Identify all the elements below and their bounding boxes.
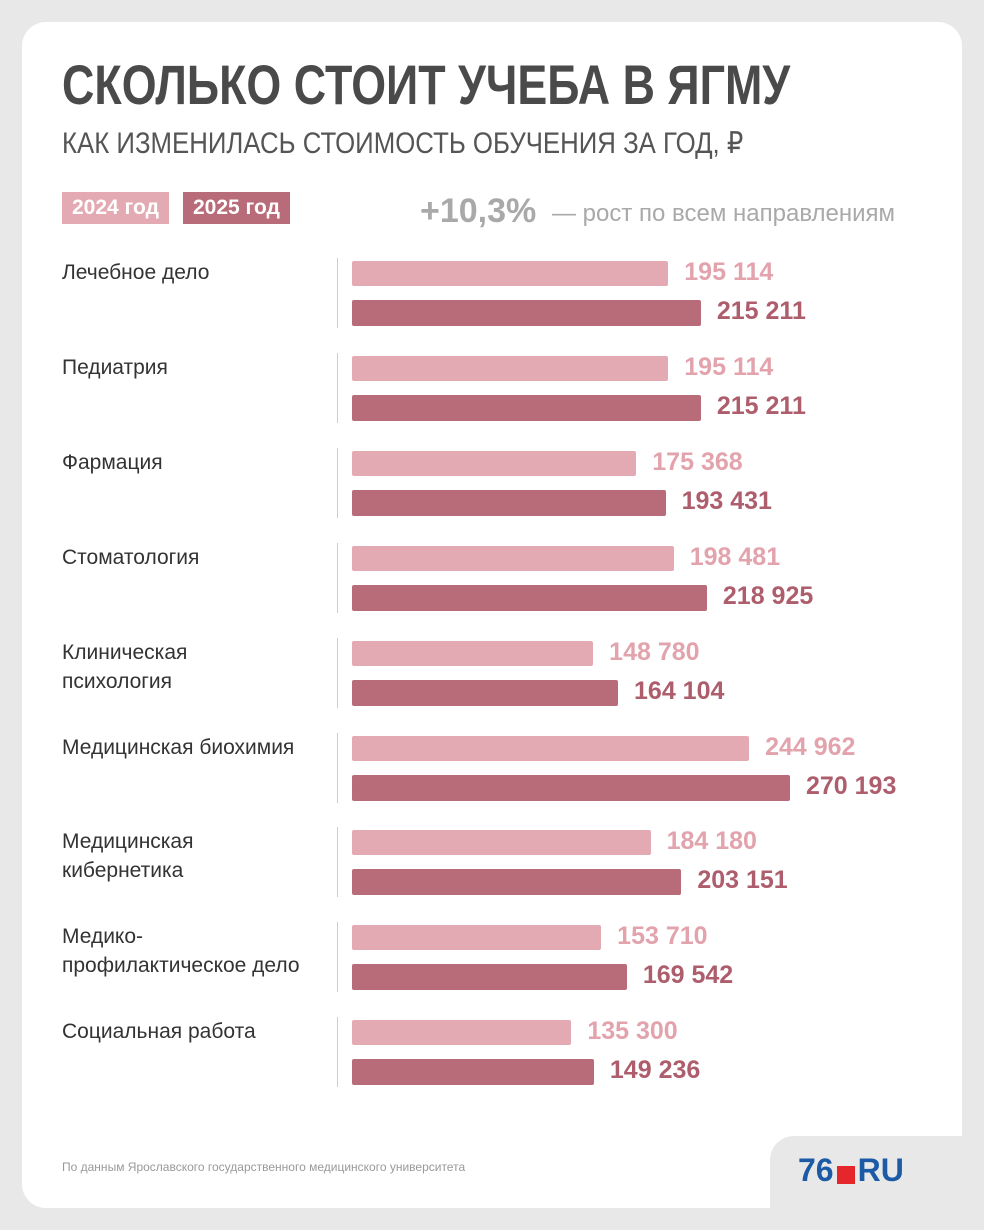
divider	[337, 922, 338, 993]
category-label: Медико-профилактическое дело	[62, 925, 300, 978]
bar	[352, 261, 669, 286]
divider	[337, 542, 338, 613]
value-label: 164 104	[634, 676, 725, 705]
bar	[352, 394, 701, 421]
category-label: Фармация	[62, 450, 163, 474]
card	[22, 22, 962, 1208]
divider	[337, 447, 338, 518]
bar	[352, 545, 674, 571]
category-label: Медицинская кибернетика	[62, 830, 194, 883]
value-label: 149 236	[609, 1056, 701, 1085]
logo: 76 RU	[798, 1152, 904, 1189]
category-label: Стоматология	[62, 545, 200, 569]
value-label: 195 114	[684, 258, 774, 286]
divider	[337, 732, 338, 803]
value-label: 218 925	[722, 581, 814, 610]
legend-item: 2024 год	[62, 192, 169, 224]
category-label: Социальная работа	[62, 1020, 256, 1044]
value-label: 270 193	[806, 771, 897, 800]
value-label: 135 300	[587, 1017, 678, 1046]
value-label: 175 368	[652, 447, 743, 476]
logo-area	[770, 1136, 984, 1230]
bar	[352, 584, 707, 611]
value-label: 169 542	[642, 961, 734, 990]
bar	[352, 489, 666, 516]
bar	[352, 1020, 572, 1046]
value-label: 148 780	[609, 637, 700, 666]
category-label: Лечебное дело	[62, 261, 210, 284]
value-label: 195 114	[684, 352, 774, 381]
value-label: 215 211	[716, 391, 806, 420]
bar	[352, 869, 682, 896]
divider	[337, 827, 338, 898]
bar	[352, 964, 627, 991]
logo-text: 76	[798, 1152, 834, 1188]
annotation-text: — рост по всем направлениям	[552, 200, 896, 227]
chart-title: СКОЛЬКО СТОИТ УЧЕБА В ЯГМУ	[62, 53, 791, 116]
bar	[352, 300, 701, 326]
category-label: Медицинская биохимия	[62, 735, 295, 759]
value-label: 215 211	[716, 297, 806, 325]
bar	[352, 830, 651, 856]
legend-item: 2025 год	[183, 192, 290, 224]
bar	[352, 735, 750, 761]
category-label: Педиатрия	[62, 355, 168, 379]
value-label: 193 431	[681, 486, 772, 515]
value-label: 198 481	[689, 542, 781, 571]
divider	[337, 258, 338, 328]
value-label: 203 151	[697, 866, 788, 895]
divider	[337, 352, 338, 423]
value-label: 184 180	[666, 827, 757, 856]
bar	[352, 925, 602, 951]
value-label: 244 962	[765, 732, 856, 761]
divider	[337, 1017, 338, 1088]
bar	[352, 774, 790, 801]
source-note: По данным Ярославского государственного …	[62, 1160, 466, 1174]
logo-text: RU	[857, 1152, 904, 1188]
divider	[337, 637, 338, 708]
chart-subtitle: КАК ИЗМЕНИЛАСЬ СТОИМОСТЬ ОБУЧЕНИЯ ЗА ГОД…	[62, 127, 744, 160]
bar	[352, 1059, 594, 1086]
bar	[352, 679, 619, 706]
logo-square	[836, 1165, 855, 1184]
bar	[352, 640, 594, 666]
annotation-highlight: +10,3%	[420, 192, 537, 230]
category-label: Клиническая психология	[62, 640, 188, 693]
bar	[352, 355, 669, 381]
bar	[352, 450, 637, 476]
value-label: 153 710	[617, 922, 708, 951]
